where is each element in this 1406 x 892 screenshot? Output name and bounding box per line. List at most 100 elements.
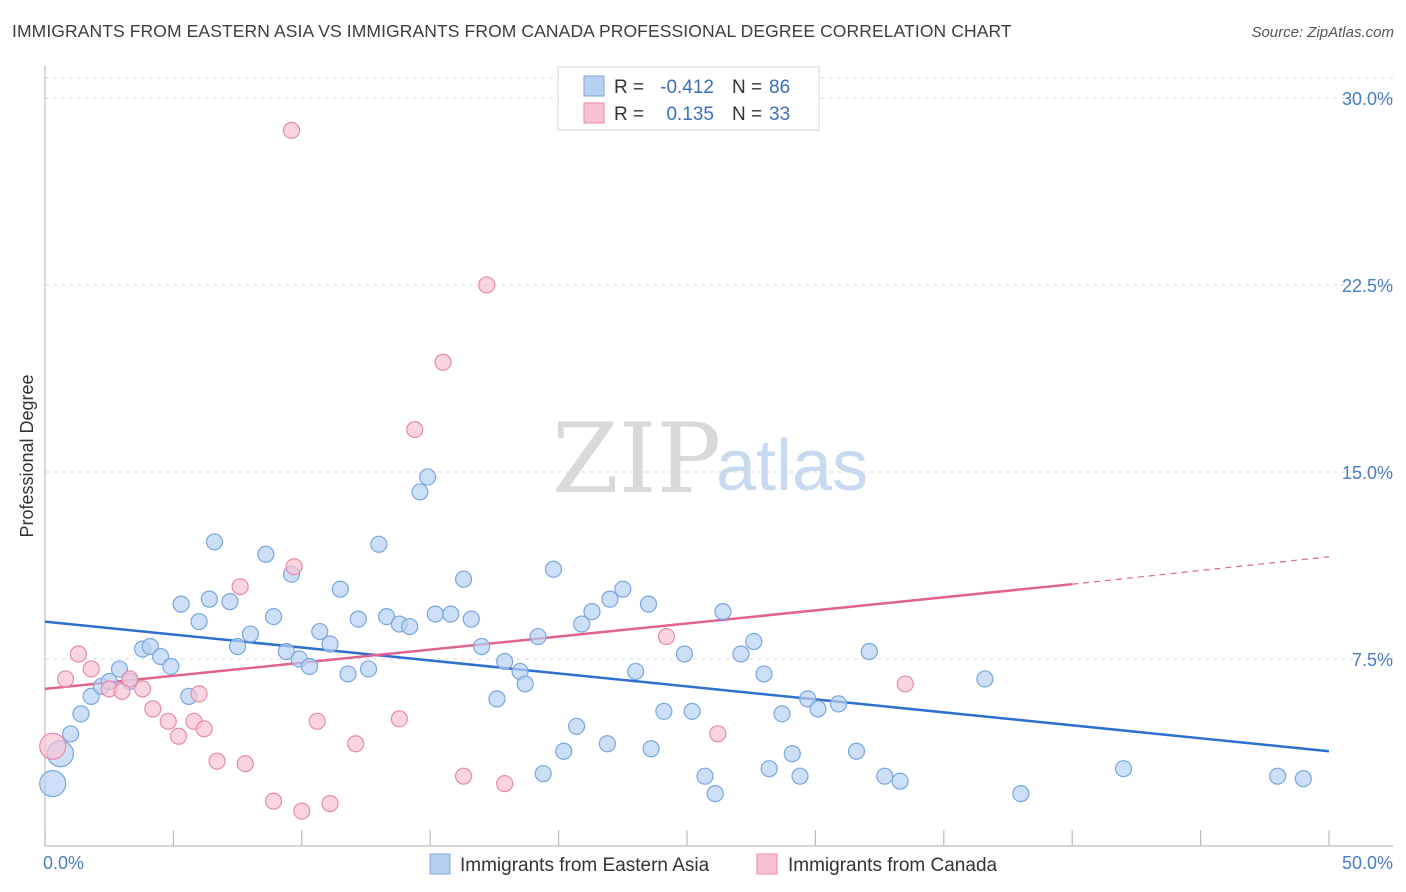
point-eastern-asia: [277, 642, 295, 661]
legend-n-value: 86: [769, 77, 790, 98]
point-canada: [231, 578, 249, 596]
point-eastern-asia: [706, 785, 724, 803]
chart-title: IMMIGRANTS FROM EASTERN ASIA VS IMMIGRAN…: [12, 21, 1012, 41]
x-tick-label: 0.0%: [43, 853, 84, 873]
point-eastern-asia: [442, 605, 460, 623]
point-eastern-asia: [601, 590, 619, 608]
point-eastern-asia: [745, 632, 763, 651]
point-eastern-asia: [62, 725, 80, 743]
point-eastern-asia: [229, 637, 247, 656]
point-canada: [121, 670, 139, 688]
watermark-atlas: atlas: [716, 426, 868, 506]
point-eastern-asia: [714, 603, 732, 621]
point-eastern-asia: [257, 545, 275, 563]
point-eastern-asia: [462, 610, 480, 628]
point-eastern-asia: [529, 627, 547, 646]
point-eastern-asia: [426, 605, 444, 623]
gridlines: [45, 77, 1393, 660]
point-eastern-asia: [401, 617, 419, 636]
point-eastern-asia: [200, 590, 218, 608]
point-eastern-asia: [321, 635, 339, 653]
watermark: ZIP atlas: [552, 403, 868, 515]
point-eastern-asia: [567, 717, 586, 735]
x-tick-label: 50.0%: [1342, 853, 1393, 873]
point-eastern-asia: [675, 645, 694, 663]
y-tick-label: 22.5%: [1342, 276, 1393, 296]
y-axis-label: Professional Degree: [17, 374, 37, 537]
point-canada: [208, 752, 226, 770]
point-canada: [69, 645, 87, 663]
point-canada: [454, 767, 473, 785]
legend-r-value: -0.412: [660, 77, 714, 98]
point-eastern-asia: [339, 665, 357, 683]
trend-line-canada: [44, 582, 1073, 691]
point-eastern-asia: [683, 702, 701, 720]
point-canada: [133, 680, 152, 698]
point-canada: [390, 710, 408, 728]
point-canada: [282, 121, 301, 139]
point-eastern-asia: [419, 468, 437, 486]
legend-swatch-eastern-asia: [429, 853, 451, 875]
point-canada: [159, 712, 177, 730]
point-canada: [285, 558, 303, 576]
point-canada: [190, 685, 208, 703]
point-eastern-asia: [1012, 785, 1030, 803]
y-tick-label: 7.5%: [1352, 650, 1393, 670]
point-eastern-asia: [221, 593, 239, 611]
data-points: [39, 121, 1312, 820]
point-eastern-asia: [1269, 767, 1287, 785]
y-tick-label: 15.0%: [1342, 463, 1393, 483]
point-eastern-asia: [488, 690, 506, 708]
point-canada: [406, 420, 424, 439]
legend-swatch-pink: [583, 102, 605, 124]
point-eastern-asia: [331, 580, 349, 598]
point-eastern-asia: [39, 770, 67, 798]
point-canada: [113, 682, 131, 701]
point-eastern-asia: [598, 735, 616, 753]
point-canada: [293, 802, 311, 820]
point-eastern-asia: [110, 660, 129, 678]
point-eastern-asia: [829, 695, 848, 713]
trend-lines: [44, 556, 1330, 753]
point-eastern-asia: [847, 742, 866, 760]
point-canada: [321, 795, 339, 813]
point-eastern-asia: [82, 687, 100, 705]
y-tick-label: 30.0%: [1342, 89, 1393, 109]
point-canada: [478, 276, 496, 294]
point-eastern-asia: [696, 767, 714, 785]
point-eastern-asia: [264, 607, 283, 626]
point-canada: [347, 735, 365, 753]
point-canada: [195, 720, 213, 738]
point-canada: [56, 670, 75, 688]
point-eastern-asia: [359, 660, 378, 678]
point-eastern-asia: [760, 760, 778, 778]
point-canada: [236, 755, 254, 773]
point-eastern-asia: [311, 622, 329, 641]
point-canada: [264, 792, 283, 810]
point-eastern-asia: [791, 767, 809, 785]
point-eastern-asia: [411, 483, 429, 501]
point-eastern-asia: [583, 603, 601, 621]
point-eastern-asia: [205, 533, 224, 551]
point-eastern-asia: [349, 610, 367, 628]
point-canada: [39, 732, 67, 760]
legend-swatch-blue: [583, 75, 605, 97]
point-eastern-asia: [732, 645, 750, 663]
point-canada: [82, 660, 100, 678]
point-eastern-asia: [799, 690, 817, 708]
point-canada: [657, 627, 676, 646]
point-eastern-asia: [755, 665, 773, 683]
point-canada: [496, 775, 514, 793]
point-eastern-asia: [655, 702, 673, 720]
point-eastern-asia: [454, 570, 473, 588]
point-eastern-asia: [891, 772, 909, 790]
legend-r-label: R =: [614, 77, 644, 98]
point-eastern-asia: [162, 657, 180, 676]
series-legend: Immigrants from Eastern Asia Immigrants …: [429, 853, 998, 876]
legend-r-value: 0.135: [666, 104, 714, 125]
point-eastern-asia: [190, 612, 208, 631]
legend-n-label: N =: [732, 77, 762, 98]
point-eastern-asia: [496, 652, 514, 671]
point-eastern-asia: [1114, 760, 1133, 778]
point-eastern-asia: [516, 675, 534, 693]
